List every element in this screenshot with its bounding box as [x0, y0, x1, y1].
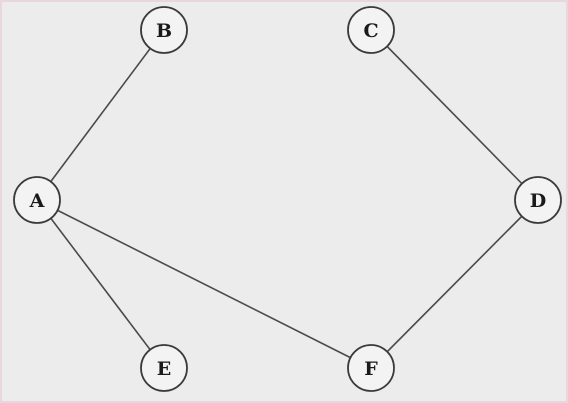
node-circle-a [13, 176, 61, 224]
node-c: C [347, 6, 395, 54]
edge-c-d [370, 29, 539, 201]
node-circle-d [514, 176, 562, 224]
edges-layer [36, 29, 539, 369]
node-e: E [140, 344, 188, 392]
node-label-c: C [363, 20, 378, 42]
node-label-a: A [29, 190, 45, 212]
nodes-layer: A B C D E F [13, 6, 562, 392]
node-circle-f [347, 344, 395, 392]
node-circle-c [347, 6, 395, 54]
node-circle-e [140, 344, 188, 392]
node-label-d: D [530, 190, 546, 212]
node-circle-b [140, 6, 188, 54]
node-label-f: F [364, 358, 378, 380]
edge-a-b [36, 29, 165, 201]
edge-a-e [36, 199, 165, 369]
node-d: D [514, 176, 562, 224]
edge-a-f [36, 199, 372, 369]
node-b: B [140, 6, 188, 54]
node-label-b: B [156, 20, 172, 42]
node-a: A [13, 176, 61, 224]
node-f: F [347, 344, 395, 392]
edge-d-f [370, 199, 539, 369]
node-label-e: E [157, 358, 171, 380]
